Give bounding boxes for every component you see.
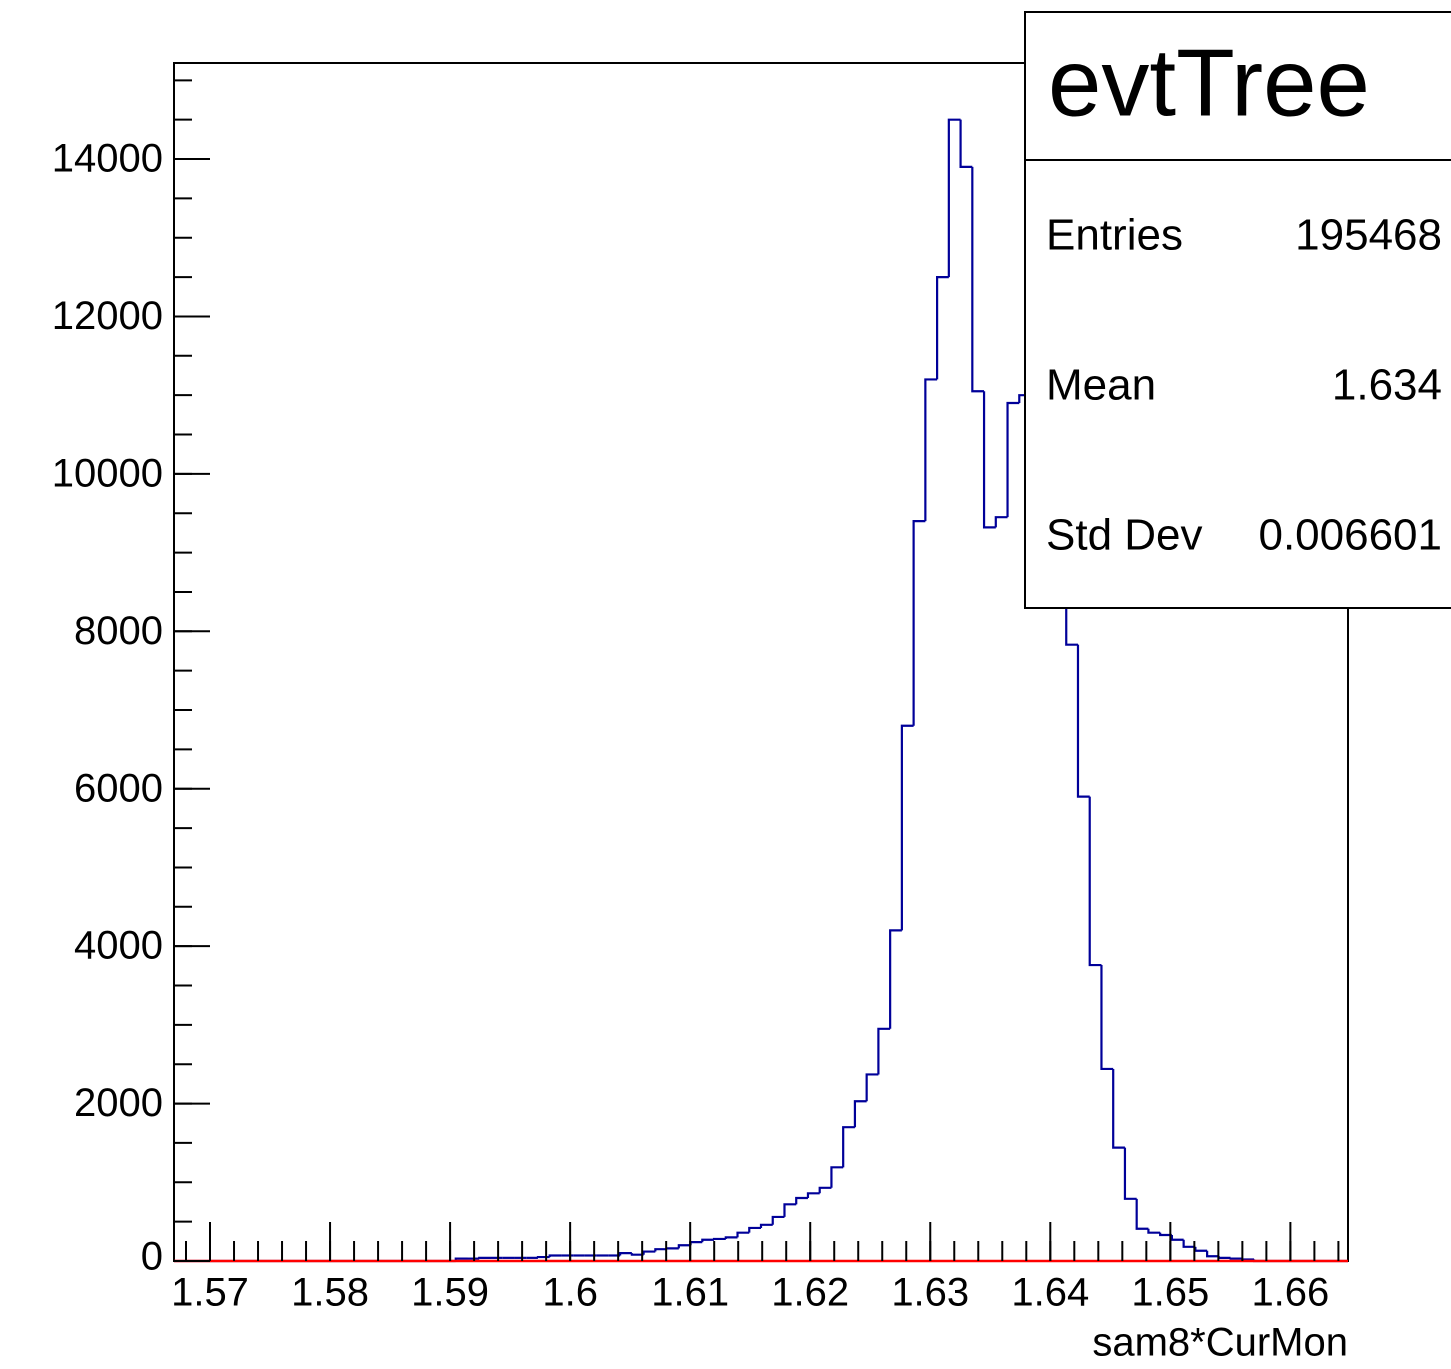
- x-tick-label: 1.61: [651, 1271, 729, 1315]
- histogram-bin: [478, 1256, 491, 1259]
- histogram-bin: [1147, 1228, 1161, 1234]
- histogram-bin: [853, 1100, 867, 1128]
- histogram-bin: [959, 119, 973, 168]
- histogram-bin: [677, 1244, 691, 1249]
- y-tick-label: 4000: [74, 924, 163, 968]
- x-tick-label: 1.6: [542, 1271, 598, 1315]
- x-tick-label: 1.59: [411, 1271, 489, 1315]
- histogram-bin: [1088, 796, 1102, 967]
- x-tick-label: 1.57: [171, 1271, 249, 1315]
- histogram-bin: [1182, 1239, 1196, 1248]
- histogram-bin: [654, 1248, 668, 1252]
- histogram-bin: [1076, 644, 1090, 798]
- histogram-bin: [865, 1073, 879, 1102]
- histogram-bin: [665, 1247, 679, 1250]
- x-axis-label: sam8*CurMon: [1092, 1321, 1348, 1365]
- histogram-bin: [748, 1226, 761, 1233]
- histogram-bin: [877, 1027, 891, 1075]
- x-tick-label: 1.62: [771, 1271, 849, 1315]
- stats-label: Mean: [1046, 361, 1156, 410]
- y-tick-label: 0: [141, 1235, 163, 1279]
- stats-title: evtTree: [1048, 29, 1370, 136]
- x-tick-label: 1.66: [1251, 1271, 1329, 1315]
- stats-label: Std Dev: [1046, 511, 1203, 560]
- histogram-bin: [795, 1196, 808, 1205]
- y-tick-label: 2000: [74, 1081, 163, 1125]
- histogram-bin: [924, 378, 938, 522]
- histogram-bin: [947, 118, 961, 278]
- histogram-bin: [701, 1238, 715, 1243]
- histogram-bin: [1006, 401, 1020, 518]
- histogram-bin: [1123, 1147, 1137, 1200]
- histogram-bin: [1159, 1232, 1172, 1237]
- y-tick-label: 6000: [74, 766, 163, 810]
- histogram-bin: [889, 929, 902, 1029]
- histogram-bin: [994, 516, 1008, 528]
- y-tick-label: 10000: [52, 451, 163, 495]
- stats-label: Entries: [1046, 211, 1183, 260]
- histogram-bin: [712, 1237, 726, 1241]
- histogram-bin: [1135, 1198, 1149, 1230]
- histogram-bin: [759, 1223, 773, 1228]
- histogram-bin: [736, 1231, 750, 1238]
- x-tick-label: 1.58: [291, 1271, 369, 1315]
- y-tick-label: 12000: [52, 294, 163, 338]
- histogram-bin: [900, 724, 914, 931]
- histogram-bin: [642, 1250, 656, 1255]
- stats-value: 0.006601: [1258, 511, 1442, 560]
- histogram-bin: [936, 275, 949, 380]
- stats-box: evtTree Entries 195468 Mean 1.634 Std Dev 0.00…: [1024, 11, 1451, 609]
- histogram-bin: [1194, 1246, 1208, 1252]
- x-tick-label: 1.64: [1011, 1271, 1089, 1315]
- histogram-bin: [1112, 1068, 1125, 1149]
- histogram-bin: [912, 520, 926, 726]
- histogram-bin: [548, 1254, 562, 1258]
- histogram-bin: [536, 1255, 550, 1259]
- histogram-bin: [619, 1252, 632, 1256]
- histogram-bin: [1100, 965, 1114, 1071]
- histogram-bin: [806, 1192, 820, 1199]
- histogram-bin: [771, 1215, 785, 1225]
- histogram-bin: [1170, 1235, 1184, 1241]
- y-tick-label: 14000: [52, 137, 163, 181]
- histogram-bin: [1229, 1257, 1243, 1260]
- histogram-bin: [982, 391, 996, 529]
- histogram-bin: [630, 1253, 644, 1256]
- histogram-bin: [818, 1186, 832, 1194]
- histogram-bin: [1241, 1258, 1255, 1261]
- x-tick-label: 1.65: [1131, 1271, 1209, 1315]
- histogram-bin: [724, 1236, 738, 1239]
- stats-frame: [1024, 11, 1451, 609]
- histogram-bin: [842, 1126, 855, 1168]
- histogram-bin: [830, 1166, 844, 1188]
- stats-value: 1.634: [1332, 361, 1442, 410]
- x-tick-label: 1.63: [891, 1271, 969, 1315]
- histogram-bin: [1206, 1250, 1219, 1258]
- stats-value: 195468: [1295, 211, 1442, 260]
- y-tick-label: 8000: [74, 609, 163, 653]
- histogram-bin: [971, 166, 985, 393]
- histogram-bin: [783, 1203, 797, 1217]
